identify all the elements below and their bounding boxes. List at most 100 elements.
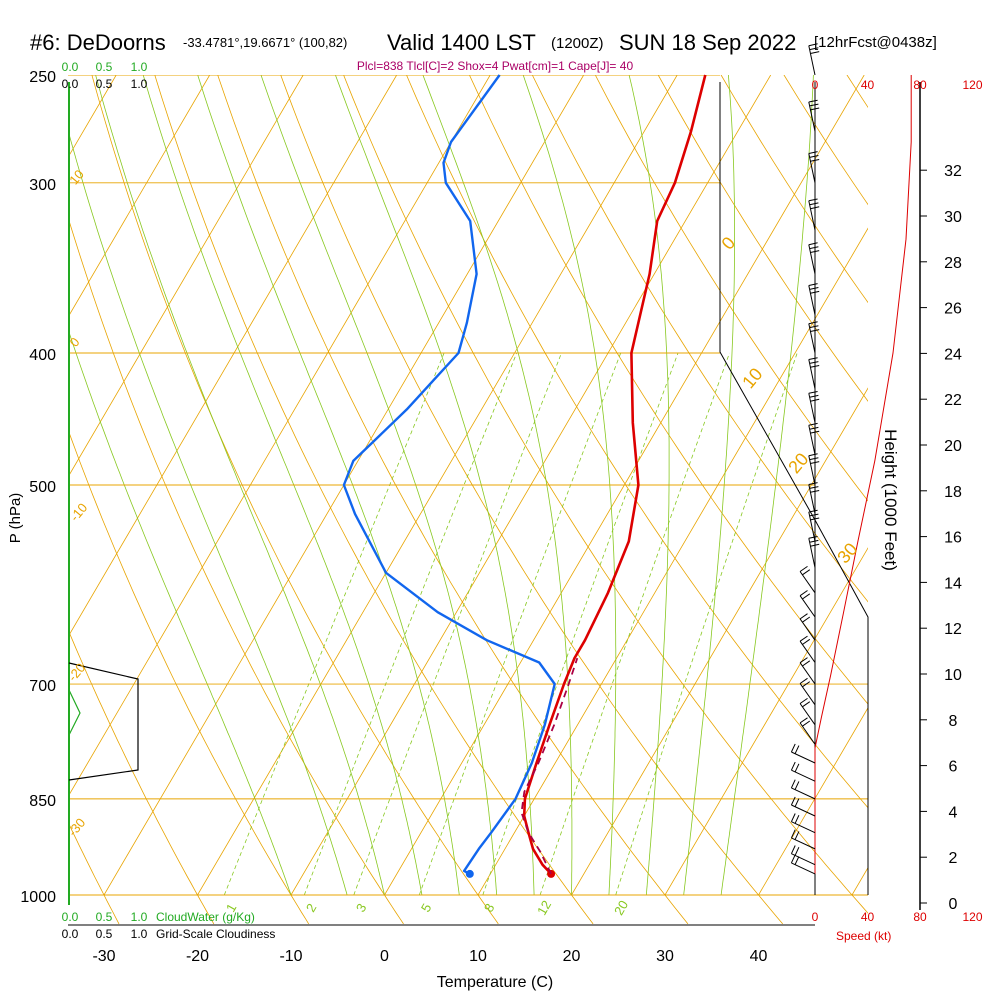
dry-adiabat-130 — [846, 75, 868, 109]
dry-adiabat--30 — [68, 821, 120, 925]
pressure-tick-700: 700 — [29, 678, 56, 695]
wind-barb — [790, 829, 816, 850]
height-tick-16: 16 — [944, 530, 962, 547]
pressure-tick-300: 300 — [29, 177, 56, 194]
wind-barb-shaft — [808, 285, 816, 315]
indices-line: Plcl=838 Tlcl[C]=2 Shox=4 Pwat[cm]=1 Cap… — [357, 59, 634, 73]
wind-barb-shaft — [791, 751, 816, 764]
wind-barb-flag — [809, 394, 819, 398]
mixing-ratio-8 — [482, 352, 679, 896]
wind-barb-flag — [809, 426, 819, 430]
wind-barb — [790, 779, 816, 800]
wind-barb — [808, 509, 820, 542]
wind-barb — [790, 854, 816, 875]
speed-tick-bottom-0: 0 — [812, 910, 819, 924]
height-tick-12: 12 — [944, 621, 962, 638]
cloudwater-label: CloudWater (g/Kg) — [156, 910, 255, 924]
mixing-ratio-12 — [539, 352, 730, 896]
wind-barb-flag — [810, 329, 820, 332]
mixing-ratio-label-2: 2 — [303, 901, 320, 915]
wind-barb-shaft — [808, 45, 816, 76]
wind-barb-flag — [794, 856, 800, 865]
wind-barb-flag — [809, 325, 819, 329]
wind-barb-flag — [810, 159, 820, 162]
isotherm-40 — [758, 707, 868, 896]
wind-barb-flag — [799, 635, 808, 642]
height-tick-14: 14 — [944, 575, 962, 592]
wind-barb-flag — [808, 151, 818, 154]
height-tick-2: 2 — [949, 850, 958, 867]
temperature-tick--10: -10 — [279, 948, 302, 965]
mixing-ratio-label-3: 3 — [353, 901, 370, 915]
wind-barb-flag — [808, 453, 818, 457]
wind-barb-flag — [799, 565, 808, 572]
wind-barb-shaft — [808, 538, 816, 568]
wind-barb — [790, 743, 816, 764]
height-tick-20: 20 — [944, 438, 962, 455]
wind-barb-flag — [790, 829, 796, 839]
wind-barb-flag — [790, 761, 796, 771]
wind-barb-flag — [790, 845, 796, 854]
temperature-tick-30: 30 — [656, 948, 674, 965]
moist-adiabat-lines — [68, 75, 814, 896]
isotherm-30 — [664, 547, 868, 896]
dry-adiabat-100 — [657, 75, 868, 402]
wind-barb-shaft — [791, 821, 816, 834]
wind-barb-shaft — [808, 323, 816, 354]
wind-barb — [808, 391, 820, 423]
wind-barb-flag — [809, 246, 819, 250]
wind-barb-flag — [802, 720, 811, 727]
wind-barb-flag — [809, 47, 819, 51]
wind-barb — [790, 761, 816, 782]
speed-tick-top-80: 80 — [913, 78, 927, 92]
dewpoint-profile-line — [342, 74, 556, 875]
dewpoint-point — [465, 869, 474, 878]
wind-barb-shaft — [791, 862, 816, 875]
wind-barb-flag — [809, 103, 819, 107]
wind-barb-shaft — [791, 787, 816, 800]
wind-barb-shaft — [791, 769, 816, 782]
wind-barb-flag — [799, 717, 808, 724]
moist-adiabat-0 — [95, 75, 385, 896]
wind-barb — [790, 845, 816, 866]
wind-barb — [808, 321, 820, 354]
pressure-tick-1000: 1000 — [20, 889, 56, 906]
wind-barb-flag — [808, 509, 818, 513]
speed-tick-bottom-40: 40 — [861, 910, 875, 924]
wind-barb-flag — [809, 539, 819, 543]
wind-barb-shaft — [808, 511, 816, 542]
wind-barb-flag — [802, 593, 811, 600]
wind-barb-flag — [810, 543, 820, 547]
wind-barb-flag — [808, 283, 818, 286]
speed-axis-label: Speed (kt) — [836, 929, 891, 943]
temperature-tick-20: 20 — [563, 948, 581, 965]
wind-barb-flag — [809, 486, 819, 489]
cloudwater-profile — [68, 689, 81, 736]
cloudwater-tick-top-0: 0.0 — [62, 60, 79, 74]
cloudwater-tick-bottom-0: 0.0 — [62, 910, 79, 924]
wind-barb-flag — [810, 250, 820, 253]
forecast-label: [12hrFcst@0438z] — [814, 34, 937, 51]
wind-barb — [790, 813, 816, 834]
pressure-tick-250: 250 — [29, 69, 56, 86]
speed-tick-top-120: 120 — [962, 78, 982, 92]
valid-date: SUN 18 Sep 2022 — [619, 30, 796, 55]
dry-adiabat-30 — [217, 75, 689, 925]
temperature-tick--30: -30 — [92, 948, 115, 965]
wind-barb-flag — [808, 422, 818, 426]
height-tick-32: 32 — [944, 163, 962, 180]
wind-barb-flag — [799, 613, 808, 620]
wind-barb — [799, 635, 816, 663]
wind-barb — [799, 717, 816, 745]
wind-barb-flag — [808, 482, 818, 485]
cloudiness-tick-bottom-1: 0.5 — [96, 927, 113, 941]
speed-tick-bottom-80: 80 — [913, 910, 927, 924]
wind-barb-flag — [794, 814, 800, 824]
wind-barb-flag — [808, 198, 818, 202]
wind-barb-flag — [799, 657, 808, 664]
wind-barb-flag — [802, 569, 811, 576]
wind-barb-flag — [794, 781, 800, 790]
height-tick-0: 0 — [949, 896, 958, 913]
wind-barb — [808, 422, 820, 455]
